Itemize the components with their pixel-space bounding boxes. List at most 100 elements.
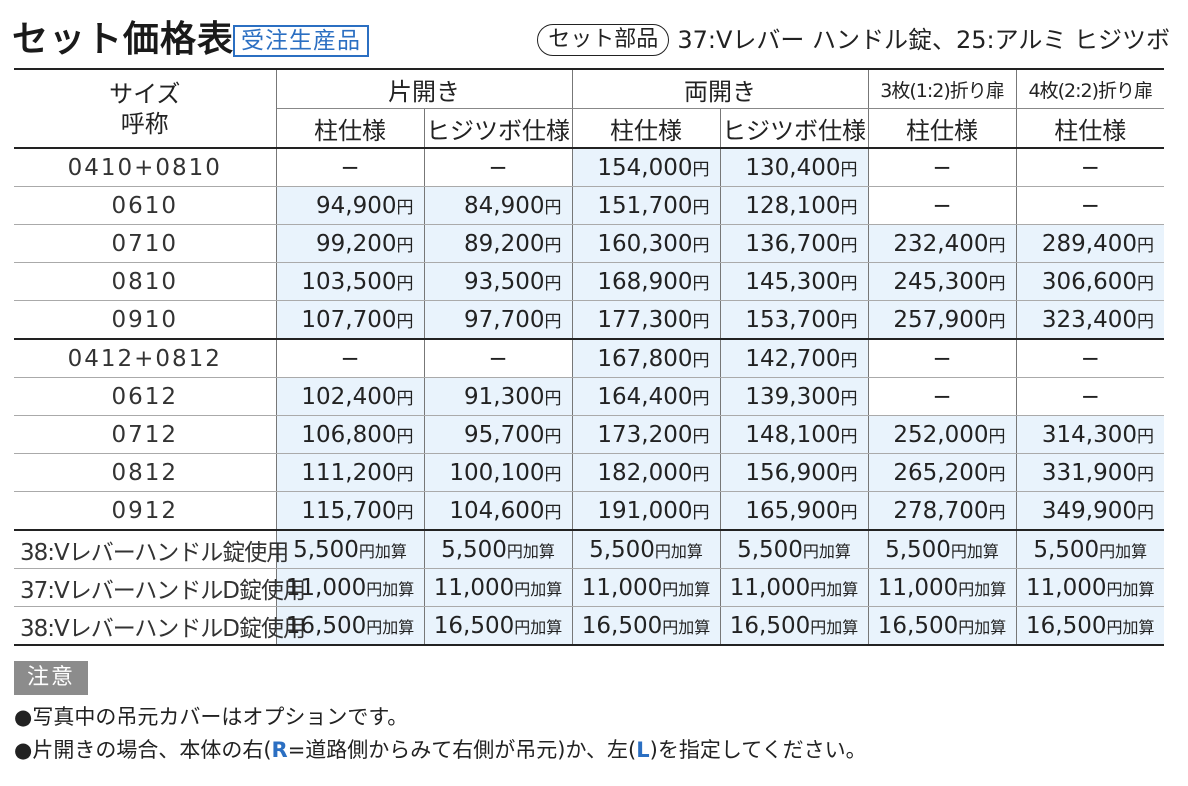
size-cell: 0810 — [14, 262, 277, 301]
surcharge-amount: 16,500 — [433, 612, 515, 639]
note-2: ●片開きの場合、本体の右(R=道路側からみて右側が吊元)か、左(L)を指定してく… — [14, 736, 867, 764]
notice-label: 注意 — [14, 661, 88, 695]
option-surcharge-cell: 11,000円加算 — [276, 568, 425, 607]
yen-unit: 円 — [396, 502, 414, 523]
price-value: 142,700 — [745, 345, 841, 372]
yen-unit: 円 — [544, 502, 562, 523]
yen-unit: 円 — [544, 388, 562, 409]
price-value: 103,500 — [301, 268, 397, 295]
price-value: 153,700 — [745, 306, 841, 333]
surcharge-suffix: 円加算 — [506, 541, 555, 561]
surcharge-amount: 16,500 — [877, 612, 959, 639]
price-value: 130,400 — [745, 154, 841, 181]
table-row: 0412+0812− −167,800円 142,700円 − − — [14, 339, 1164, 378]
yen-unit: 円 — [692, 273, 710, 294]
price-cell: 94,900円 — [276, 186, 425, 225]
price-value: 91,300 — [464, 383, 545, 410]
price-value: 164,400 — [597, 383, 693, 410]
sub-header: 柱仕様 — [572, 108, 721, 149]
yen-unit: 円 — [840, 311, 858, 332]
price-cell: 257,900円 — [868, 300, 1017, 340]
empty-cell: − — [1016, 186, 1164, 225]
price-cell: 103,500円 — [276, 262, 425, 301]
size-cell: 0912 — [14, 491, 277, 531]
group-header-single: 片開き — [276, 69, 573, 109]
surcharge-amount: 16,500 — [729, 612, 811, 639]
yen-unit: 円 — [396, 273, 414, 294]
price-value: 154,000 — [597, 154, 693, 181]
surcharge-amount: 5,500 — [885, 536, 951, 563]
sub-header: 柱仕様 — [868, 108, 1017, 149]
yen-unit: 円 — [692, 311, 710, 332]
price-cell: 100,100円 — [424, 453, 573, 492]
price-value: 182,000 — [597, 459, 693, 486]
yen-unit: 円 — [840, 502, 858, 523]
option-label: 38:VレバーハンドルD錠使用 — [14, 606, 306, 646]
surcharge-suffix: 円加算 — [366, 579, 415, 599]
yen-unit: 円 — [1137, 235, 1154, 256]
surcharge-suffix: 円加算 — [654, 541, 703, 561]
yen-unit: 円 — [840, 426, 858, 447]
note-2-right-letter: R — [271, 738, 288, 762]
note-2-text-a: ●片開きの場合、本体の右( — [14, 738, 272, 762]
yen-unit: 円 — [988, 235, 1006, 256]
price-value: 104,600 — [449, 497, 545, 524]
price-value: 102,400 — [301, 383, 397, 410]
price-cell: 142,700円 — [720, 339, 869, 378]
price-cell: 148,100円 — [720, 415, 869, 454]
price-cell: 165,900円 — [720, 491, 869, 531]
yen-unit: 円 — [988, 502, 1006, 523]
price-value: 257,900 — [893, 306, 989, 333]
option-row: 37:VレバーハンドルD錠使用 11,000円加算 11,000円加算 11,000円… — [14, 568, 1164, 607]
price-cell: 182,000円 — [572, 453, 721, 492]
price-cell: 130,400円 — [720, 148, 869, 187]
surcharge-suffix: 円加算 — [958, 579, 1007, 599]
price-cell: 95,700円 — [424, 415, 573, 454]
yen-unit: 円 — [1137, 502, 1154, 523]
surcharge-amount: 16,500 — [581, 612, 663, 639]
surcharge-amount: 11,000 — [729, 574, 811, 601]
yen-unit: 円 — [840, 159, 858, 180]
yen-unit: 円 — [544, 235, 562, 256]
price-value: 89,200 — [464, 230, 545, 257]
yen-unit: 円 — [692, 388, 710, 409]
price-value: 99,200 — [316, 230, 397, 257]
price-cell: 164,400円 — [572, 377, 721, 416]
yen-unit: 円 — [396, 426, 414, 447]
price-cell: 252,000円 — [868, 415, 1017, 454]
empty-cell: − — [1016, 148, 1164, 187]
empty-cell: − — [424, 148, 573, 187]
price-cell: 331,900円 — [1016, 453, 1164, 492]
yen-unit: 円 — [988, 311, 1006, 332]
yen-unit: 円 — [544, 273, 562, 294]
surcharge-suffix: 円加算 — [1106, 617, 1155, 637]
surcharge-suffix: 円加算 — [1099, 541, 1148, 561]
yen-unit: 円 — [544, 426, 562, 447]
price-value: 115,700 — [301, 497, 397, 524]
option-surcharge-cell: 11,000円加算 — [1016, 568, 1164, 607]
yen-unit: 円 — [988, 464, 1006, 485]
set-parts-text: 37:Vレバー ハンドル錠、25:アルミ ヒジツボ — [677, 26, 1170, 54]
price-cell: 160,300円 — [572, 224, 721, 263]
option-surcharge-cell: 16,500円加算 — [868, 606, 1017, 646]
price-cell: 139,300円 — [720, 377, 869, 416]
surcharge-suffix: 円加算 — [1106, 579, 1155, 599]
price-value: 93,500 — [464, 268, 545, 295]
yen-unit: 円 — [396, 388, 414, 409]
option-surcharge-cell: 5,500円加算 — [720, 530, 869, 569]
option-row: 38:VレバーハンドルD錠使用 16,500円加算 16,500円加算 16,500円… — [14, 606, 1164, 646]
price-value: 349,900 — [1041, 497, 1137, 524]
empty-cell: − — [1016, 377, 1164, 416]
price-cell: 156,900円 — [720, 453, 869, 492]
group-header-4fold: 4枚(2:2)折り扉 — [1016, 69, 1164, 109]
price-value: 265,200 — [893, 459, 989, 486]
table-row: 0710 99,200円 89,200円 160,300円 136,700円 232,40… — [14, 224, 1164, 263]
price-cell: 128,100円 — [720, 186, 869, 225]
price-value: 314,300 — [1041, 421, 1137, 448]
empty-cell: − — [868, 186, 1017, 225]
yen-unit: 円 — [692, 197, 710, 218]
price-cell: 245,300円 — [868, 262, 1017, 301]
note-2-text-c: )を指定してください。 — [649, 738, 867, 762]
price-cell: 107,700円 — [276, 300, 425, 340]
price-value: 111,200 — [301, 459, 397, 486]
